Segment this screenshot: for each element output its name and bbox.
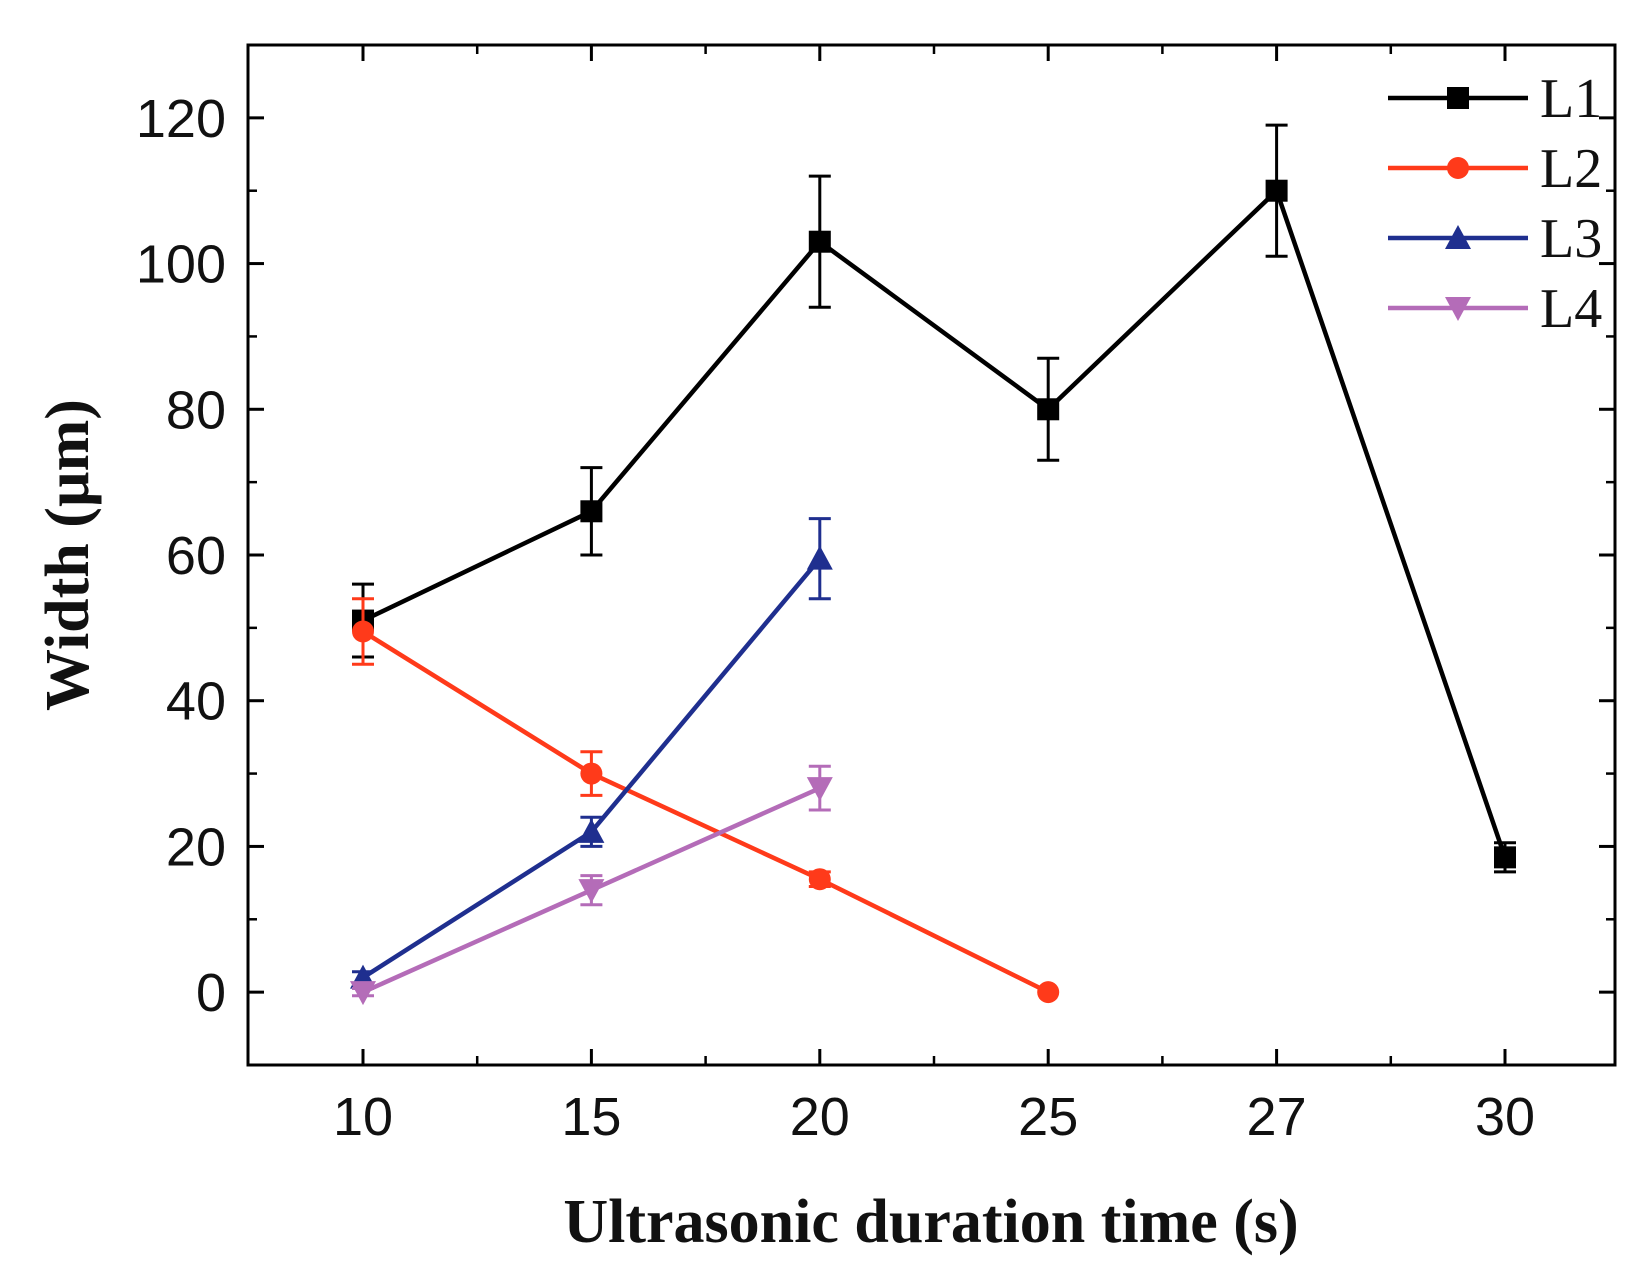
data-point-L4	[578, 879, 605, 904]
legend: L1 L2 L3 L4	[1388, 68, 1602, 340]
y-tick-label: 0	[196, 963, 226, 1023]
legend-marker-L2	[1447, 157, 1469, 179]
legend-label-L4: L4	[1540, 278, 1602, 340]
data-point-L1	[1494, 846, 1516, 869]
legend-marker-L1	[1447, 87, 1469, 109]
legend-marker-L4	[1445, 297, 1471, 321]
series-L2	[352, 597, 1060, 1004]
x-tick-label: 20	[790, 1087, 850, 1147]
y-tick-label: 120	[136, 89, 226, 149]
y-tick-label: 40	[166, 672, 226, 732]
data-point-L4	[350, 981, 376, 1006]
data-point-L1	[808, 230, 831, 253]
data-point-L1	[1265, 179, 1288, 202]
x-tick-label: 25	[1018, 1087, 1078, 1147]
y-axis: 0 20 40 60 80 100 120	[136, 89, 1615, 1023]
plot-frame	[246, 43, 1617, 1067]
series-layer	[350, 123, 1516, 1006]
data-point-L1	[1037, 398, 1060, 421]
y-tick-label: 20	[166, 817, 226, 877]
series-line-L2	[361, 629, 1050, 995]
y-tick-label: 60	[166, 526, 226, 586]
x-tick-label: 27	[1247, 1087, 1307, 1147]
data-point-L2	[352, 620, 374, 643]
data-point-L4	[806, 777, 833, 802]
y-axis-title: Width (µm)	[34, 399, 102, 711]
legend-marker-L3	[1445, 225, 1471, 249]
series-line-L1	[362, 188, 1508, 859]
x-tick-label: 10	[333, 1087, 393, 1147]
series-L1	[352, 123, 1516, 874]
series-L4	[350, 764, 833, 1006]
data-point-L3	[806, 545, 833, 570]
y-tick-label: 80	[166, 380, 226, 440]
legend-label-L3: L3	[1540, 208, 1602, 270]
x-tick-label: 30	[1475, 1087, 1535, 1147]
y-tick-label: 100	[136, 235, 226, 295]
data-point-L2	[808, 868, 831, 891]
x-tick-label: 15	[561, 1087, 621, 1147]
data-point-L1	[580, 500, 603, 523]
data-point-L2	[580, 762, 603, 785]
x-axis-title: Ultrasonic duration time (s)	[563, 1188, 1298, 1256]
x-axis: 10 15 20 25 27 30	[333, 45, 1535, 1147]
legend-label-L1: L1	[1540, 68, 1602, 130]
data-point-L3	[578, 818, 605, 843]
data-point-L2	[1037, 981, 1060, 1004]
legend-label-L2: L2	[1540, 138, 1602, 200]
